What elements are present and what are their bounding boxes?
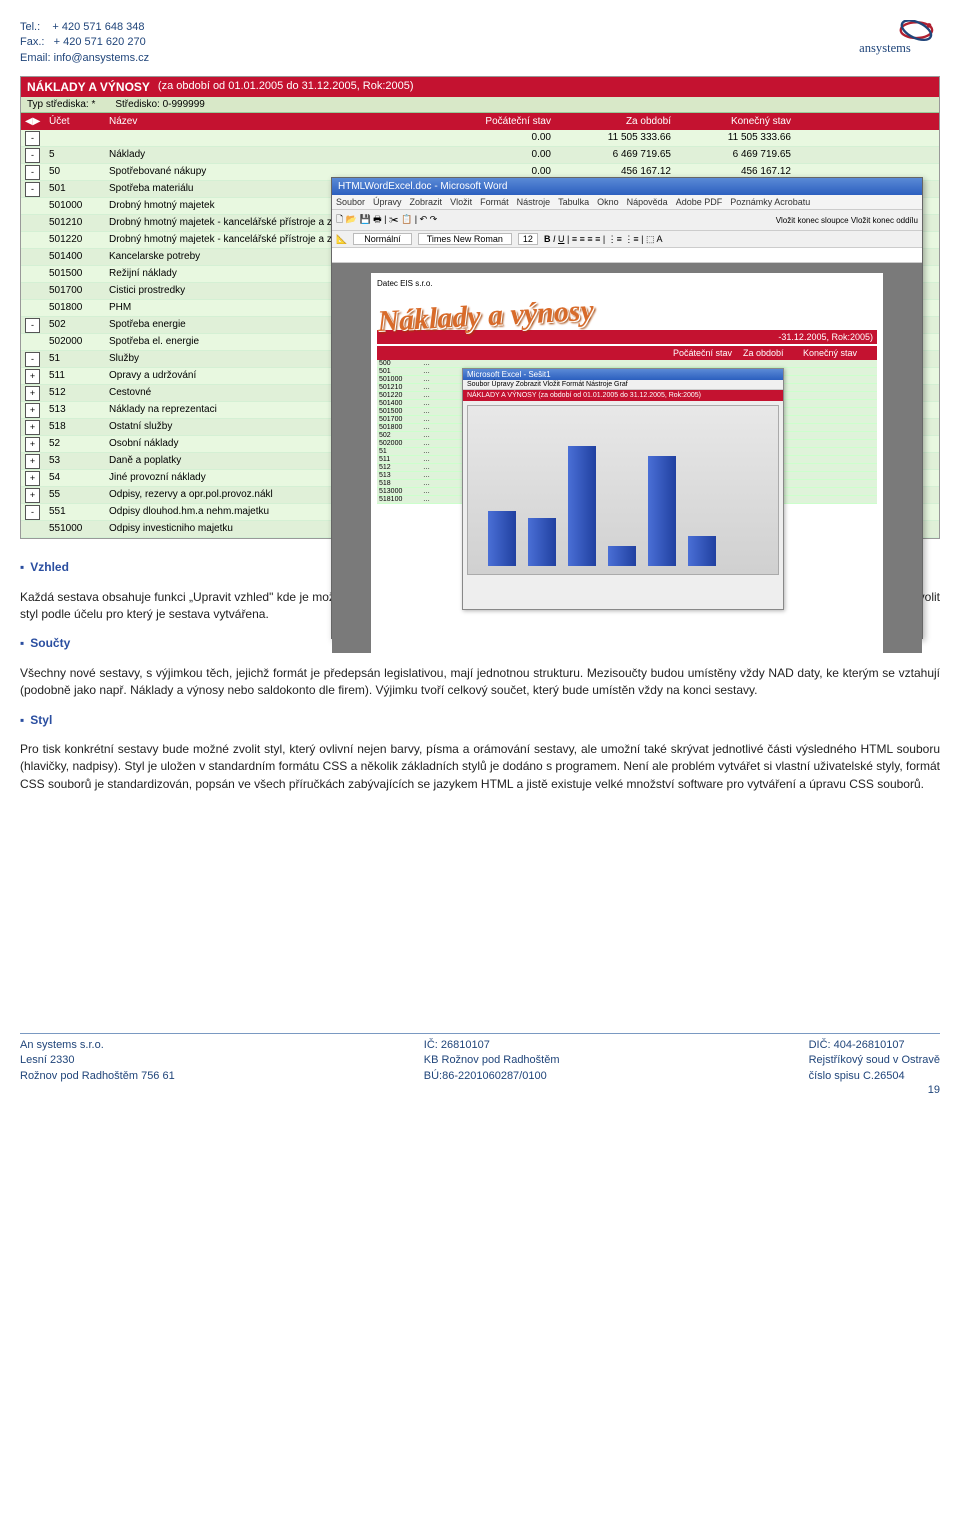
footer-company: An systems s.r.o. bbox=[20, 1038, 175, 1053]
app-subtitle: (za období od 01.01.2005 do 31.12.2005, … bbox=[158, 80, 414, 94]
email-label: Email: bbox=[20, 52, 51, 64]
word-format-bar[interactable]: 📐 Normální Times New Roman 12 B I U | ≡ … bbox=[332, 231, 922, 248]
excel-menu[interactable]: Soubor Úpravy Zobrazit Vložit Formát Nás… bbox=[463, 380, 783, 390]
filter-bar: Typ střediska: * Středisko: 0-999999 bbox=[21, 97, 939, 113]
contact-block: Tel.: + 420 571 648 348 Fax.: + 420 571 … bbox=[20, 20, 149, 66]
word-overlay: HTMLWordExcel.doc - Microsoft Word Soubo… bbox=[331, 177, 923, 639]
col-nazev: Název bbox=[105, 116, 435, 127]
brand-logo: ansystems bbox=[830, 20, 940, 66]
toolbar-corner: Vložit konec sloupce Vložit konec oddílu bbox=[776, 216, 918, 225]
page-header: Tel.: + 420 571 648 348 Fax.: + 420 571 … bbox=[20, 20, 940, 66]
tree-toggle[interactable]: + bbox=[25, 420, 40, 435]
chart-bar bbox=[488, 511, 516, 566]
tree-toggle[interactable]: + bbox=[25, 437, 40, 452]
table-row[interactable]: -0.0011 505 333.6611 505 333.66 bbox=[21, 130, 939, 147]
col-obd: Za období bbox=[555, 116, 675, 127]
tree-toggle[interactable]: - bbox=[25, 131, 40, 146]
tree-toggle[interactable]: - bbox=[25, 182, 40, 197]
doc-red-cols: Počáteční stav Za období Konečný stav bbox=[377, 346, 877, 360]
section-styl-title: Styl bbox=[20, 712, 940, 729]
app-titlebar: NÁKLADY A VÝNOSY (za období od 01.01.200… bbox=[21, 77, 939, 97]
menu-item[interactable]: Poznámky Acrobatu bbox=[730, 197, 810, 207]
tree-toggle[interactable]: - bbox=[25, 505, 40, 520]
excel-inset: Microsoft Excel - Sešit1 Soubor Úpravy Z… bbox=[462, 368, 784, 610]
font-select[interactable]: Times New Roman bbox=[418, 233, 512, 245]
footer-case: číslo spisu C.26504 bbox=[809, 1069, 940, 1084]
menu-item[interactable]: Adobe PDF bbox=[676, 197, 723, 207]
app-screenshot: NÁKLADY A VÝNOSY (za období od 01.01.200… bbox=[20, 76, 940, 539]
footer-col3: DIČ: 404-26810107 Rejstříkový soud v Ost… bbox=[809, 1038, 940, 1084]
tree-toggle[interactable]: - bbox=[25, 165, 40, 180]
svg-text:ansystems: ansystems bbox=[859, 41, 911, 55]
chart-bar bbox=[648, 456, 676, 566]
word-titlebar: HTMLWordExcel.doc - Microsoft Word bbox=[332, 178, 922, 195]
word-ruler bbox=[332, 248, 922, 263]
excel-title: Microsoft Excel - Sešit1 bbox=[463, 369, 783, 380]
menu-item[interactable]: Soubor bbox=[336, 197, 365, 207]
app-title: NÁKLADY A VÝNOSY bbox=[27, 80, 150, 94]
section-styl-body: Pro tisk konkrétní sestavy bude možné zv… bbox=[20, 741, 940, 793]
fax-value: + 420 571 620 270 bbox=[54, 36, 146, 48]
menu-item[interactable]: Zobrazit bbox=[410, 197, 443, 207]
page-number: 19 bbox=[928, 1084, 940, 1096]
menu-item[interactable]: Úpravy bbox=[373, 197, 402, 207]
tree-toggle[interactable]: + bbox=[25, 403, 40, 418]
footer-city: Rožnov pod Radhoštěm 756 61 bbox=[20, 1069, 175, 1084]
menu-item[interactable]: Formát bbox=[480, 197, 509, 207]
toggle-col: ◀▶ bbox=[21, 116, 45, 127]
tree-toggle[interactable]: + bbox=[25, 454, 40, 469]
tree-toggle[interactable]: - bbox=[25, 148, 40, 163]
footer-account: BÚ:86-2201060287/0100 bbox=[424, 1069, 560, 1084]
footer-court: Rejstříkový soud v Ostravě bbox=[809, 1053, 940, 1068]
chart-bar bbox=[608, 546, 636, 566]
col-ucet: Účet bbox=[45, 116, 105, 127]
col-kon: Konečný stav bbox=[675, 116, 795, 127]
menu-item[interactable]: Nápověda bbox=[627, 197, 668, 207]
menu-item[interactable]: Tabulka bbox=[558, 197, 589, 207]
excel-red-band: NÁKLADY A VÝNOSY (za období od 01.01.200… bbox=[463, 390, 783, 401]
menu-item[interactable]: Vložit bbox=[450, 197, 472, 207]
page-footer: An systems s.r.o. Lesní 2330 Rožnov pod … bbox=[20, 1033, 940, 1084]
menu-item[interactable]: Nástroje bbox=[517, 197, 551, 207]
footer-ic: IČ: 26810107 bbox=[424, 1038, 560, 1053]
footer-col1: An systems s.r.o. Lesní 2330 Rožnov pod … bbox=[20, 1038, 175, 1084]
tel-value: + 420 571 648 348 bbox=[52, 21, 144, 33]
tree-toggle[interactable]: - bbox=[25, 318, 40, 333]
footer-col2: IČ: 26810107 KB Rožnov pod Radhoštěm BÚ:… bbox=[424, 1038, 560, 1084]
toolbar-icons[interactable]: 🗋 📂 💾 🖶 | ✂ 📋 | ↶ ↷ bbox=[336, 212, 437, 228]
mini-col-kon: Konečný stav bbox=[803, 348, 873, 358]
fax-label: Fax.: bbox=[20, 36, 44, 48]
mini-col-poc: Počáteční stav bbox=[673, 348, 743, 358]
menu-item[interactable]: Okno bbox=[597, 197, 619, 207]
mini-col-obd: Za období bbox=[743, 348, 803, 358]
tree-toggle[interactable]: + bbox=[25, 488, 40, 503]
typ-strediska: Typ střediska: * bbox=[27, 99, 95, 110]
tree-toggle[interactable]: + bbox=[25, 369, 40, 384]
footer-bank: KB Rožnov pod Radhoštěm bbox=[424, 1053, 560, 1068]
size-select[interactable]: 12 bbox=[518, 233, 538, 245]
bar-chart bbox=[467, 405, 779, 575]
word-menubar[interactable]: Soubor Úpravy Zobrazit Vložit Formát Nástroje… bbox=[332, 195, 922, 210]
stredisko: Středisko: 0-999999 bbox=[115, 99, 205, 110]
footer-dic: DIČ: 404-26810107 bbox=[809, 1038, 940, 1053]
table-header: ◀▶ Účet Název Počáteční stav Za období K… bbox=[21, 113, 939, 130]
section-soucty-body: Všechny nové sestavy, s výjimkou těch, j… bbox=[20, 665, 940, 700]
email-value: info@ansystems.cz bbox=[54, 52, 150, 64]
word-toolbar[interactable]: 🗋 📂 💾 🖶 | ✂ 📋 | ↶ ↷ Vložit konec sloupce… bbox=[332, 210, 922, 231]
format-icons[interactable]: B I U | ≡ ≡ ≡ ≡ | ⋮≡ ⋮≡ | ⬚ A bbox=[544, 234, 663, 245]
tree-toggle[interactable]: - bbox=[25, 352, 40, 367]
chart-bar bbox=[568, 446, 596, 566]
style-select[interactable]: Normální bbox=[353, 233, 412, 245]
footer-street: Lesní 2330 bbox=[20, 1053, 175, 1068]
table-row[interactable]: -5Náklady0.006 469 719.656 469 719.65 bbox=[21, 147, 939, 164]
chart-bar bbox=[528, 518, 556, 566]
tel-label: Tel.: bbox=[20, 21, 40, 33]
col-poc: Počáteční stav bbox=[435, 116, 555, 127]
doc-red-right: -31.12.2005, Rok:2005) bbox=[778, 332, 873, 342]
chart-bar bbox=[688, 536, 716, 566]
tree-toggle[interactable]: + bbox=[25, 386, 40, 401]
tree-toggle[interactable]: + bbox=[25, 471, 40, 486]
